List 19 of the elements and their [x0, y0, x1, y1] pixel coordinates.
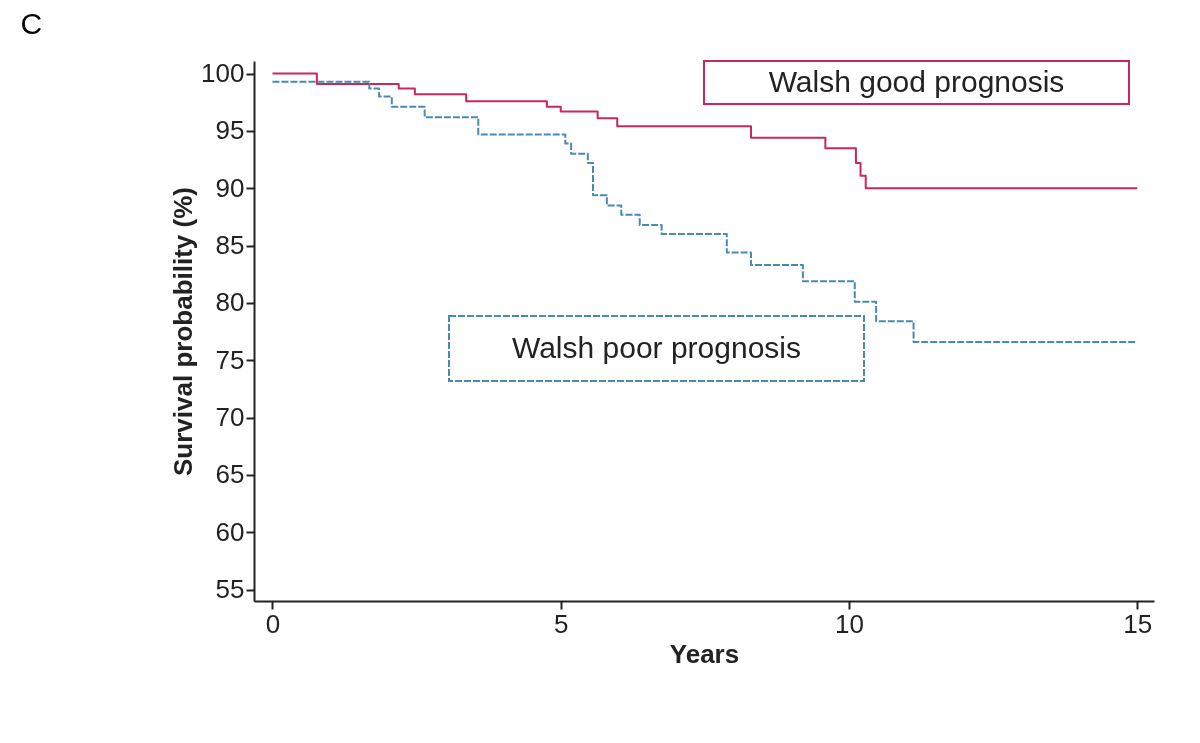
y-tick-label: 60 — [215, 516, 245, 547]
x-tick-label: 15 — [1123, 608, 1153, 639]
series-label: Walsh poor prognosis — [511, 330, 802, 364]
y-tick-label: 85 — [215, 230, 245, 261]
y-tick-label: 70 — [215, 402, 245, 433]
y-tick-label: 95 — [215, 115, 245, 146]
y-tick-label: 80 — [215, 287, 245, 318]
y-tick-label: 55 — [215, 574, 245, 605]
y-tick-label: 100 — [201, 58, 245, 89]
series-label: Walsh good prognosis — [768, 64, 1065, 98]
x-tick-label: 0 — [265, 608, 281, 639]
y-tick-label: 75 — [215, 344, 245, 375]
y-tick-label: 65 — [215, 459, 245, 490]
chart-title: C — [20, 7, 43, 40]
x-axis-title: Years — [669, 638, 740, 669]
y-tick-label: 90 — [215, 172, 245, 203]
y-axis-title: Survival probability (%) — [168, 187, 199, 476]
x-tick-label: 5 — [553, 608, 569, 639]
x-tick-label: 10 — [835, 608, 864, 639]
